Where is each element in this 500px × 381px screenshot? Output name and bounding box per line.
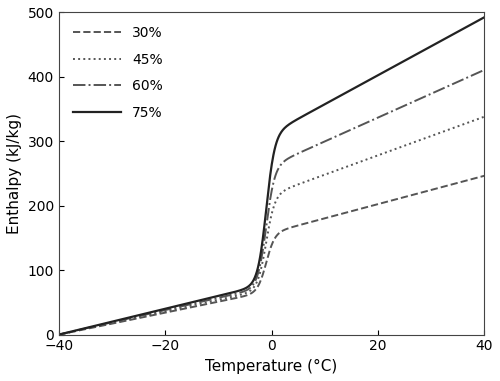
30% [378,201,384,205]
30% [422,189,428,194]
45% [422,136,428,141]
60% [327,137,333,141]
45% [56,332,62,337]
30% [327,215,333,219]
30% [314,218,320,223]
45% [327,171,333,175]
75% [314,106,320,111]
Line: 60%: 60% [58,70,484,335]
75% [482,15,488,19]
45% [378,152,384,156]
45% [303,179,309,184]
75% [82,326,88,331]
X-axis label: Temperature (°C): Temperature (°C) [206,359,338,374]
Line: 75%: 75% [58,17,484,335]
Legend: 30%, 45%, 60%, 75%: 30%, 45%, 60%, 75% [66,19,170,127]
60% [422,94,428,99]
60% [314,142,320,147]
30% [56,332,62,337]
60% [378,114,384,118]
75% [56,332,62,337]
75% [327,99,333,104]
45% [82,327,88,331]
60% [82,327,88,331]
Line: 30%: 30% [58,176,484,335]
30% [303,221,309,226]
60% [56,332,62,337]
30% [82,327,88,331]
75% [378,71,384,75]
60% [303,147,309,152]
75% [422,47,428,52]
Line: 45%: 45% [58,117,484,335]
45% [482,114,488,119]
60% [482,68,488,72]
75% [303,112,309,117]
Y-axis label: Enthalpy (kJ/kg): Enthalpy (kJ/kg) [7,113,22,234]
45% [314,175,320,180]
30% [482,173,488,178]
